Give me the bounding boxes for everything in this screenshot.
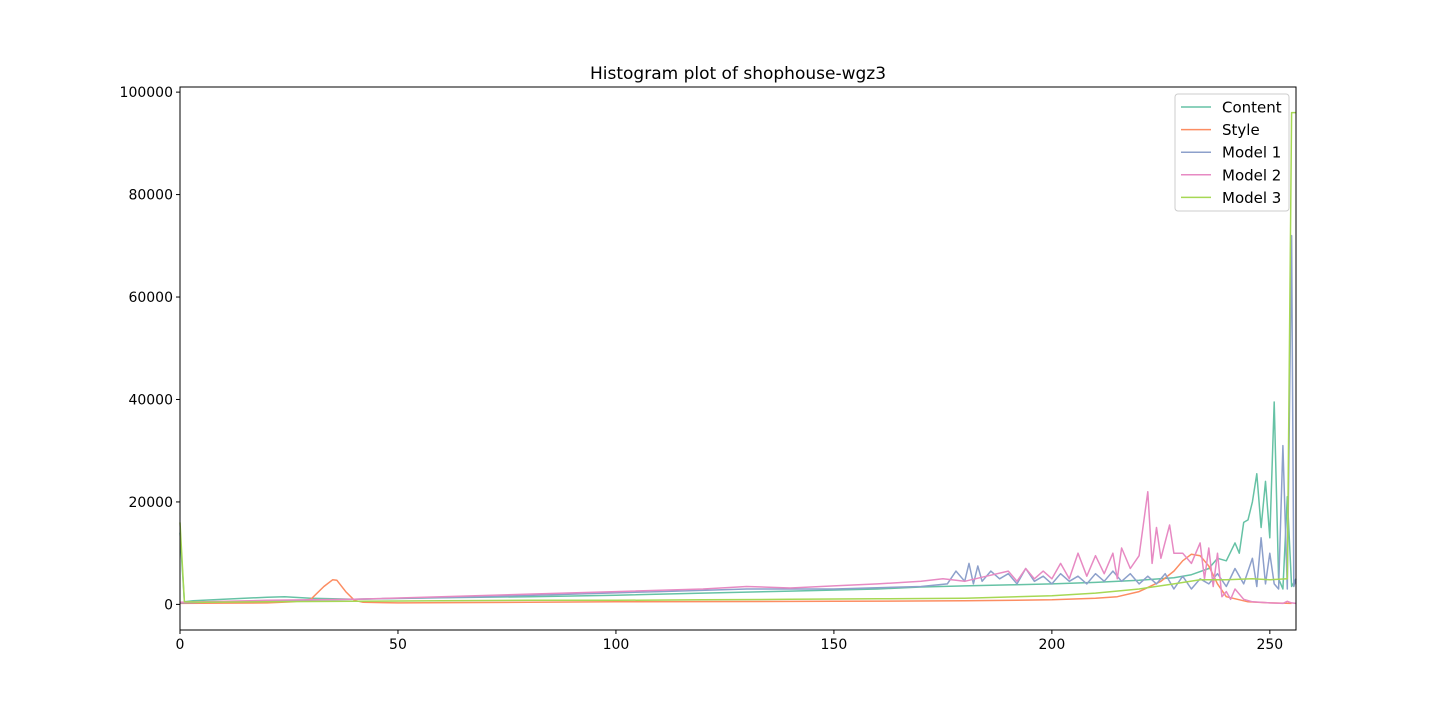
legend-label: Content xyxy=(1222,99,1282,117)
x-tick-label: 200 xyxy=(1039,637,1066,653)
y-tick-label: 60000 xyxy=(128,290,173,306)
chart-title: Histogram plot of shophouse-wgz3 xyxy=(590,64,886,84)
legend-label: Model 3 xyxy=(1222,189,1281,207)
plot-frame xyxy=(179,86,1297,631)
y-tick-label: 20000 xyxy=(128,495,173,511)
legend-label: Style xyxy=(1222,121,1260,139)
legend: Content Style Model 1 Model 2 Model 3 xyxy=(1174,93,1290,212)
series-line-model-3 xyxy=(179,111,1296,604)
x-tick-label: 50 xyxy=(389,637,407,653)
y-tick-label: 100000 xyxy=(120,85,173,101)
y-tick-label: 40000 xyxy=(128,392,173,408)
x-tick-label: 100 xyxy=(603,637,630,653)
x-tick-label: 250 xyxy=(1256,637,1283,653)
legend-box xyxy=(1174,93,1290,212)
series-line-style xyxy=(179,553,1292,605)
series-line-model-2 xyxy=(179,490,1297,605)
series-line-content xyxy=(179,401,1297,603)
y-axis-ticks: 0 20000 40000 60000 80000 100000 xyxy=(120,85,180,613)
series-line-model-1 xyxy=(179,234,1297,604)
y-tick-label: 80000 xyxy=(128,188,173,204)
x-tick-label: 0 xyxy=(176,637,185,653)
y-tick-label: 0 xyxy=(164,597,173,613)
x-axis-ticks: 0 50 100 150 200 250 xyxy=(176,630,1283,653)
x-tick-label: 150 xyxy=(821,637,848,653)
legend-label: Model 2 xyxy=(1222,166,1281,184)
series-lines xyxy=(179,111,1297,605)
legend-label: Model 1 xyxy=(1222,144,1281,162)
